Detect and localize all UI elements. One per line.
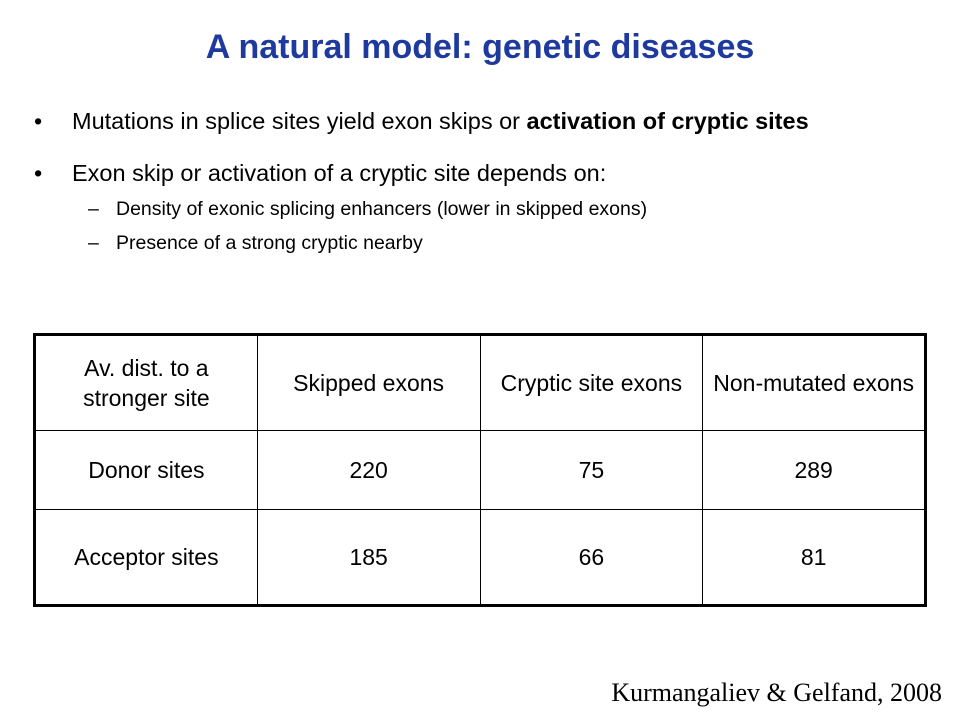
citation: Kurmangaliev & Gelfand, 2008 <box>611 678 942 707</box>
slide-title: A natural model: genetic diseases <box>205 28 755 66</box>
table-cell: 289 <box>702 430 926 510</box>
sub-bullet-presence: Presence of a strong cryptic nearby <box>34 230 914 256</box>
table-row: Donor sites 220 75 289 <box>34 430 926 510</box>
header-cell: Av. dist. to a stronger site <box>34 334 258 431</box>
header-cell: Cryptic site exons <box>479 334 704 431</box>
results-table: Av. dist. to a stronger site Skipped exo… <box>33 333 927 607</box>
table-cell: 185 <box>256 509 481 606</box>
table-cell: 220 <box>256 430 481 510</box>
bullet-list: Mutations in splice sites yield exon ski… <box>34 104 914 264</box>
table-cell: 75 <box>479 430 704 510</box>
table-header-row: Av. dist. to a stronger site Skipped exo… <box>34 334 926 431</box>
bullet-mutations-text: Mutations in splice sites yield exon ski… <box>72 108 527 134</box>
bullet-mutations: Mutations in splice sites yield exon ski… <box>34 104 914 138</box>
table-row: Acceptor sites 185 66 81 <box>34 509 926 606</box>
table-cell: 81 <box>702 509 926 606</box>
table-cell: 66 <box>479 509 704 606</box>
table-cell: Acceptor sites <box>34 509 258 606</box>
header-cell: Skipped exons <box>256 334 481 431</box>
header-cell: Non-mutated exons <box>702 334 926 431</box>
bullet-mutations-bold: activation of cryptic sites <box>526 108 809 134</box>
table-cell: Donor sites <box>34 430 258 510</box>
bullet-exon-skip: Exon skip or activation of a cryptic sit… <box>34 156 914 190</box>
sub-bullet-density: Density of exonic splicing enhancers (lo… <box>34 196 914 222</box>
